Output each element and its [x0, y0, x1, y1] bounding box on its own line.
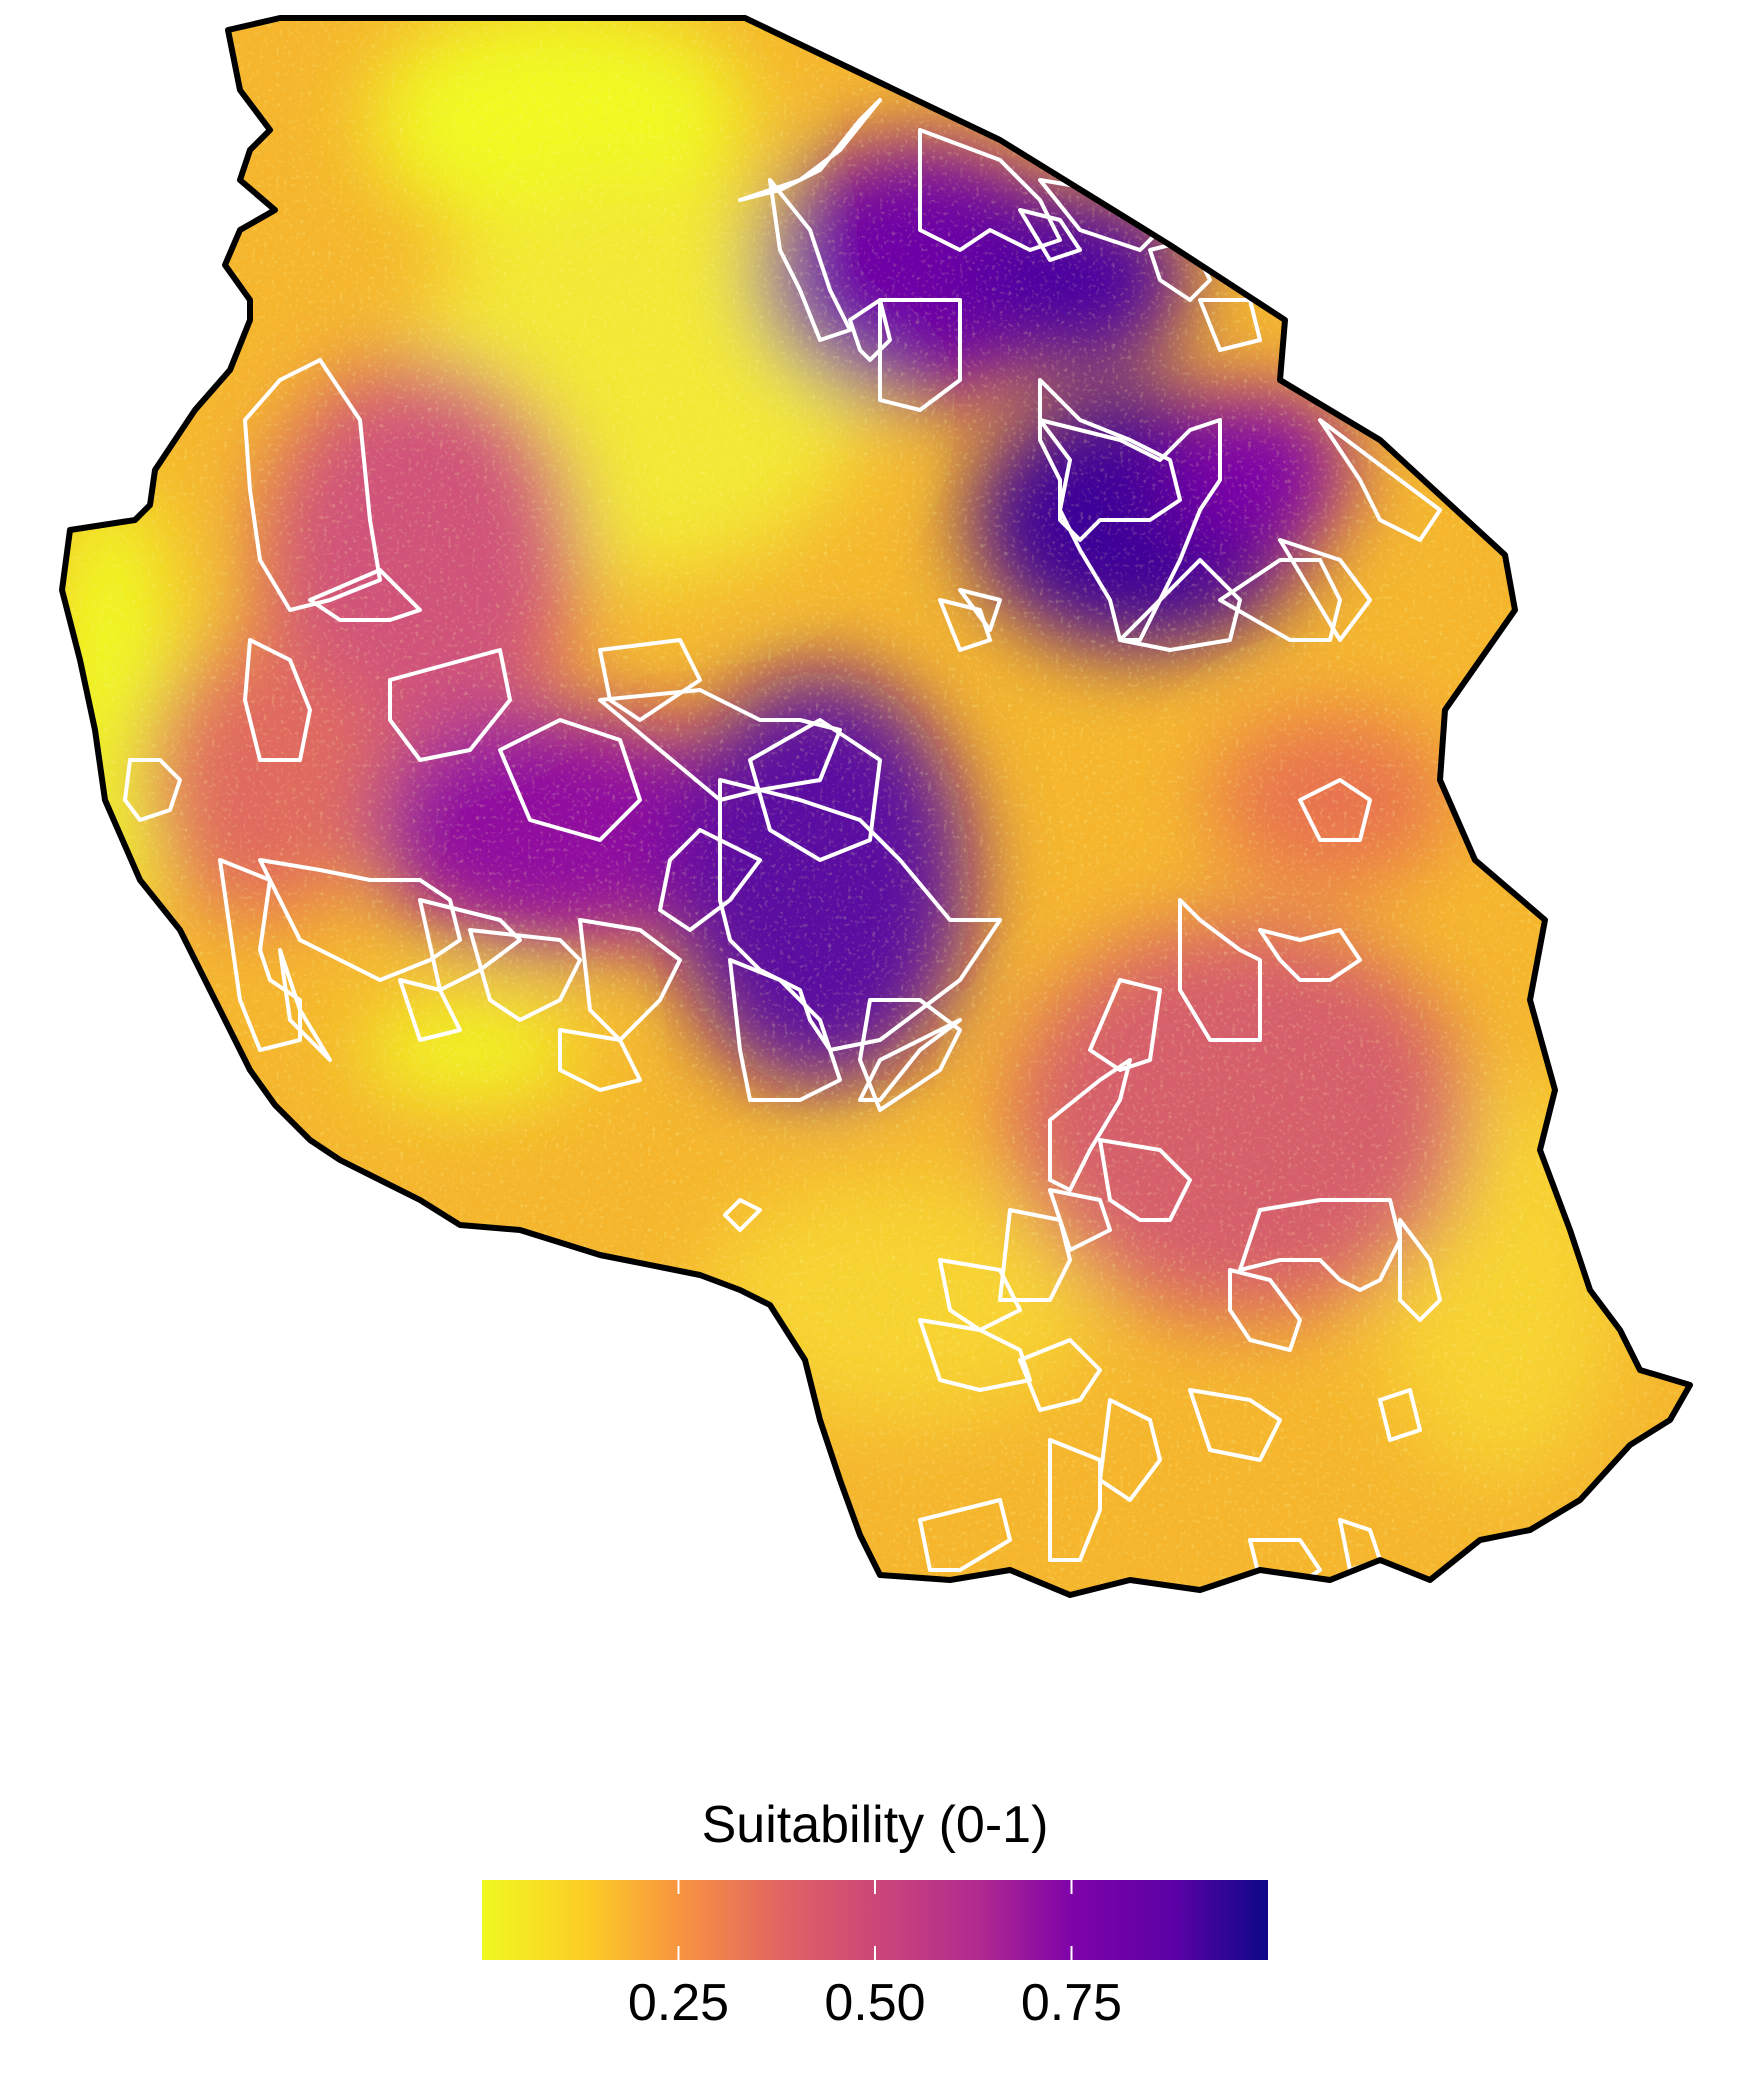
legend-title: Suitability (0-1) [702, 1796, 1049, 1854]
legend-tick-label: 0.25 [628, 1974, 729, 2032]
legend-tick-label: 0.75 [1021, 1974, 1122, 2032]
protected-area-outlines [123, 98, 1442, 1592]
legend-tick-label: 0.50 [824, 1974, 925, 2032]
legend-ticks: 0.25 0.50 0.75 [628, 1880, 1122, 2032]
country-boundary [59, 15, 1693, 1598]
legend: Suitability (0-1) 0.25 0.50 0.75 [482, 1796, 1268, 2032]
